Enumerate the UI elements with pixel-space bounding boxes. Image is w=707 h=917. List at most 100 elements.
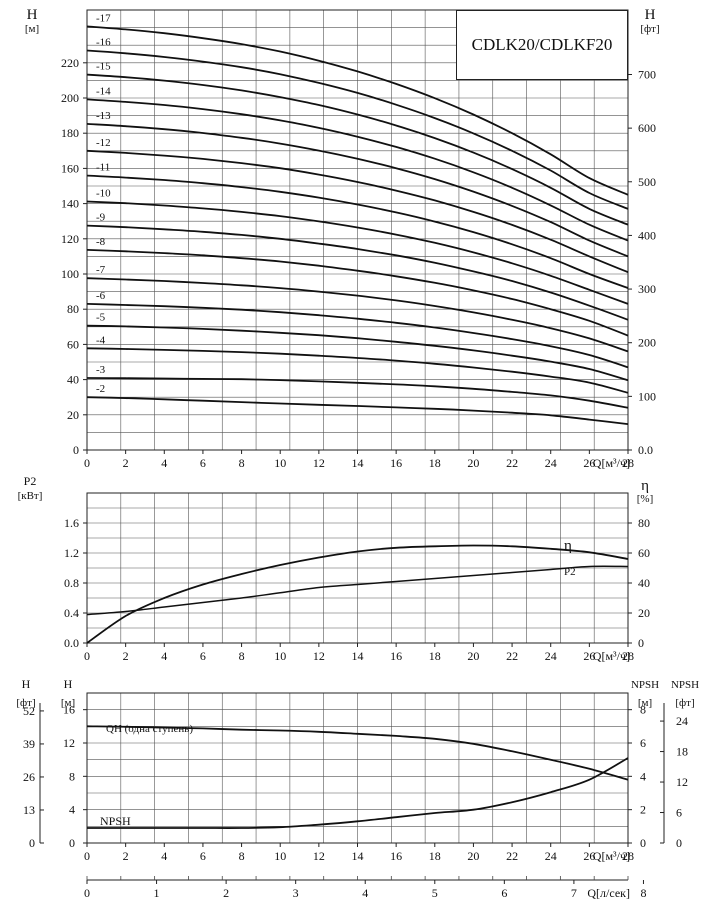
single-stage-qh-curve [86, 725, 629, 781]
hq-y2-tick-label: 700 [638, 67, 656, 81]
npsh-y2-ft-tick-label: 0 [676, 836, 682, 850]
hq-y-tick-label: 160 [61, 161, 79, 175]
hq-y-tick-label: 120 [61, 232, 79, 246]
npsh-y2-ft-unit: [фт] [675, 697, 694, 709]
npsh-y-ft-label: H [22, 677, 31, 691]
p2-x-tick-label: 6 [200, 649, 206, 663]
hq-x-tick-label: 14 [352, 456, 364, 470]
hq-x-tick-label: 6 [200, 456, 206, 470]
npsh-y2-ft-tick-label: 18 [676, 745, 688, 759]
q-lps-tick-label: 7 [571, 886, 577, 900]
p2-x-tick-label: 24 [545, 649, 557, 663]
npsh-y2-m-tick-label: 6 [640, 736, 646, 750]
hq-curve-label: -9 [96, 212, 106, 224]
hq-y-axis-label: H [27, 7, 38, 23]
hq-curve-stage15 [86, 73, 629, 226]
npsh-x-tick-label: 18 [429, 849, 441, 863]
hq-x-axis-label: Q[м³/ч] [593, 456, 630, 470]
hq-x-tick-label: 16 [390, 456, 402, 470]
hq-y-tick-label: 220 [61, 56, 79, 70]
p2-x-tick-label: 28 [622, 649, 634, 663]
p2-grid [86, 492, 629, 644]
npsh-x-tick-label: 24 [545, 849, 557, 863]
npsh-y2-ft-tick-label: 6 [676, 806, 682, 820]
hq-y-tick-label: 180 [61, 126, 79, 140]
npsh-y2-m-tick-label: 0 [640, 836, 646, 850]
hq-x-tick-label: 12 [313, 456, 325, 470]
hq-curve-label: -3 [96, 364, 106, 376]
hq-curve-stage5 [86, 324, 629, 382]
hq-y-tick-label: 100 [61, 267, 79, 281]
p2-x-tick-label: 16 [390, 649, 402, 663]
p2-y-axis-label: P2 [24, 474, 37, 488]
npsh-y-ft-tick-label: 39 [23, 737, 35, 751]
p2-y2-tick-label: 40 [638, 576, 650, 590]
hq-x-tick-label: 8 [239, 456, 245, 470]
hq-y2-axis-label: H [645, 7, 656, 23]
hq-curve-stage9 [86, 224, 629, 321]
hq-curve-stage6 [86, 303, 629, 369]
p2-x-tick-label: 20 [467, 649, 479, 663]
hq-curve-label: -14 [96, 85, 111, 97]
q-lps-tick-label: 5 [432, 886, 438, 900]
p2-x-tick-label: 26 [583, 649, 595, 663]
npsh-x-tick-label: 20 [467, 849, 479, 863]
q-lps-tick-label: 6 [501, 886, 507, 900]
hq-y-tick-label: 80 [67, 302, 79, 316]
q-lps-tick-label: 3 [293, 886, 299, 900]
hq-curve-label: -2 [96, 383, 105, 395]
hq-y-tick-label: 40 [67, 373, 79, 387]
npsh-y2-m-label: NPSH [631, 679, 659, 691]
hq-y-tick-label: 20 [67, 408, 79, 422]
p2-x-tick-label: 8 [239, 649, 245, 663]
q-lps-axis-label: Q[л/сек] [587, 886, 630, 900]
npsh-x-tick-label: 26 [583, 849, 595, 863]
hq-y2-tick-label: 300 [638, 282, 656, 296]
hq-curve-label: -16 [96, 36, 111, 48]
npsh-y-m-tick-label: 0 [69, 836, 75, 850]
npsh-y-ft-tick-label: 26 [23, 770, 35, 784]
hq-y2-tick-label: 100 [638, 389, 656, 403]
p2-y2-tick-label: 20 [638, 606, 650, 620]
chart-title: CDLK20/CDLKF20 [471, 35, 613, 54]
npsh-y-m-unit: [м] [61, 697, 75, 709]
npsh-curve [86, 757, 629, 829]
hq-x-tick-label: 4 [161, 456, 167, 470]
chart-title-box: CDLK20/CDLKF20 [456, 10, 628, 80]
p2-curve-label: P2 [564, 566, 576, 578]
hq-x-tick-label: 20 [467, 456, 479, 470]
hq-y2-tick-label: 500 [638, 175, 656, 189]
p2-y-tick-label: 1.2 [64, 546, 79, 560]
npsh-x-tick-label: 28 [622, 849, 634, 863]
npsh-y-ft-unit: [фт] [16, 697, 35, 709]
p2-x-tick-label: 12 [313, 649, 325, 663]
npsh-y-m-tick-label: 12 [63, 736, 75, 750]
p2-y2-tick-label: 80 [638, 516, 650, 530]
hq-curve-label: -5 [96, 312, 106, 324]
hq-y-axis-unit: [м] [25, 23, 39, 35]
hq-x-tick-label: 10 [274, 456, 286, 470]
hq-curve-label: -17 [96, 12, 111, 24]
npsh-y2-ft-tick-label: 12 [676, 775, 688, 789]
hq-curve-label: -6 [96, 290, 106, 302]
npsh-y-ft-tick-label: 52 [23, 704, 35, 718]
hq-curve-label: -8 [96, 236, 106, 248]
npsh-x-tick-label: 22 [506, 849, 518, 863]
npsh-y2-m-unit: [м] [638, 697, 652, 709]
hq-curve-stage17 [86, 25, 629, 196]
hq-y-tick-label: 0 [73, 443, 79, 457]
eta-axis-unit: [%] [637, 493, 654, 505]
npsh-y2-m-tick-label: 4 [640, 769, 646, 783]
npsh-y2-ft-tick-label: 24 [676, 714, 688, 728]
eta-axis-label: η [641, 478, 649, 494]
q-lps-tick-label: 0 [84, 886, 90, 900]
npsh-x-tick-label: 14 [352, 849, 364, 863]
npsh-curve-label: NPSH [100, 814, 131, 828]
hq-curve-stage2 [86, 396, 629, 425]
npsh-y-m-label: H [64, 677, 73, 691]
hq-curve-label: -12 [96, 137, 111, 149]
p2-x-tick-label: 2 [123, 649, 129, 663]
hq-curve-label: -7 [96, 264, 106, 276]
npsh-x-tick-label: 16 [390, 849, 402, 863]
